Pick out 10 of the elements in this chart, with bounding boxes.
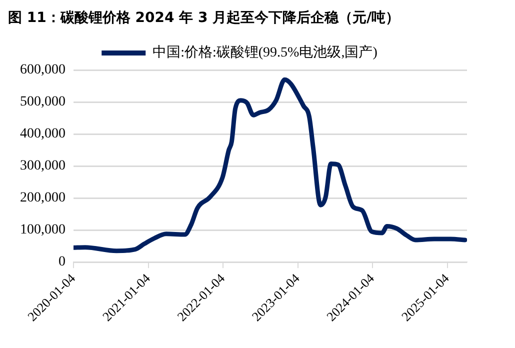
chart-title: 图 11：碳酸锂价格 2024 年 3 月起至今下降后企稳（元/吨）: [8, 9, 401, 28]
legend-label: 中国:价格:碳酸锂(99.5%电池级,国产): [152, 44, 378, 61]
y-tick-label: 500,000: [20, 94, 66, 110]
y-tick-label: 0: [58, 254, 66, 270]
y-tick-label: 200,000: [20, 190, 66, 206]
line-series: [74, 77, 467, 254]
y-tick-label: 100,000: [20, 222, 66, 238]
y-tick-label: 600,000: [20, 62, 66, 78]
y-tick-label: 400,000: [20, 126, 66, 142]
y-tick-label: 300,000: [20, 158, 66, 174]
